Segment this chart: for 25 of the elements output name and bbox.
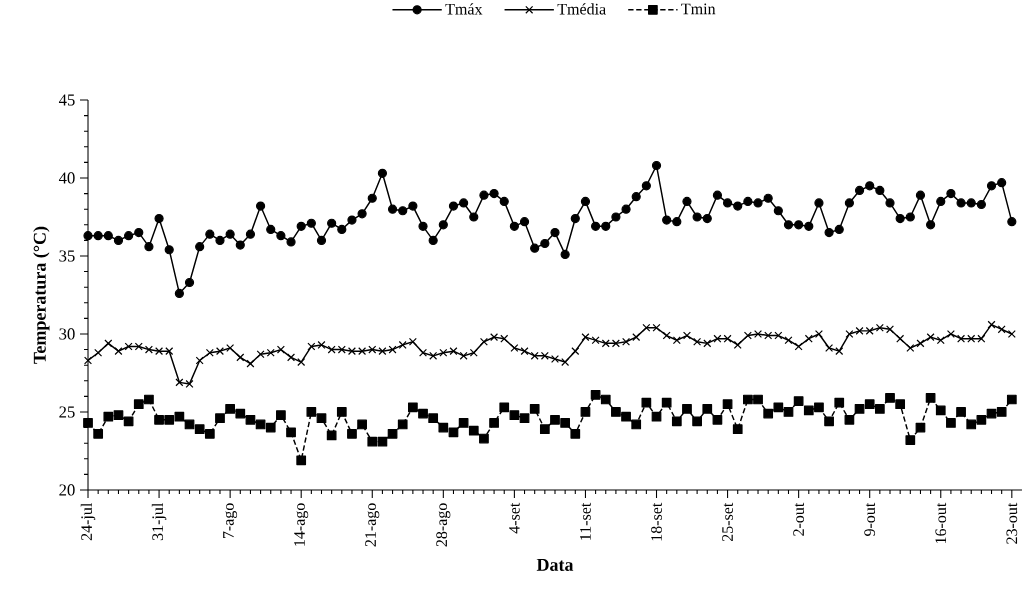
legend-label: Tmáx — [445, 3, 483, 15]
y-tick-label: 25 — [59, 406, 75, 418]
y-axis-title: Temperatura (°C) — [33, 226, 50, 364]
x-tick-label: 25-set — [722, 502, 733, 542]
y-tick-label: 30 — [59, 328, 75, 340]
x-tick-label: 14-ago — [294, 503, 309, 546]
y-tick-label: 35 — [59, 250, 75, 262]
x-tick-label: 11-set — [580, 502, 591, 540]
x-tick-label: 18-set — [651, 502, 662, 541]
x-tick-label: 9-out — [864, 502, 876, 536]
x-tick-label: 7-ago — [223, 503, 238, 539]
x-tick-label: 2-out — [793, 502, 804, 536]
legend-label: Tmin — [681, 3, 716, 15]
x-tick-label: 4-set — [509, 502, 520, 534]
x-tick-label: 23-out — [1006, 502, 1018, 544]
x-tick-label: 31-jul — [151, 503, 167, 541]
x-tick-label: 21-ago — [365, 503, 380, 547]
x-tick-label: 28-ago — [436, 503, 451, 547]
x-tick-label: 16-out — [935, 502, 947, 544]
x-axis-title: Data — [536, 558, 574, 571]
x-tick-label: 24-jul — [80, 503, 96, 541]
y-tick-label: 45 — [58, 94, 75, 106]
legend-label: Tmédia — [557, 3, 606, 15]
y-tick-label: 40 — [58, 172, 75, 184]
y-tick-label: 20 — [59, 484, 75, 496]
